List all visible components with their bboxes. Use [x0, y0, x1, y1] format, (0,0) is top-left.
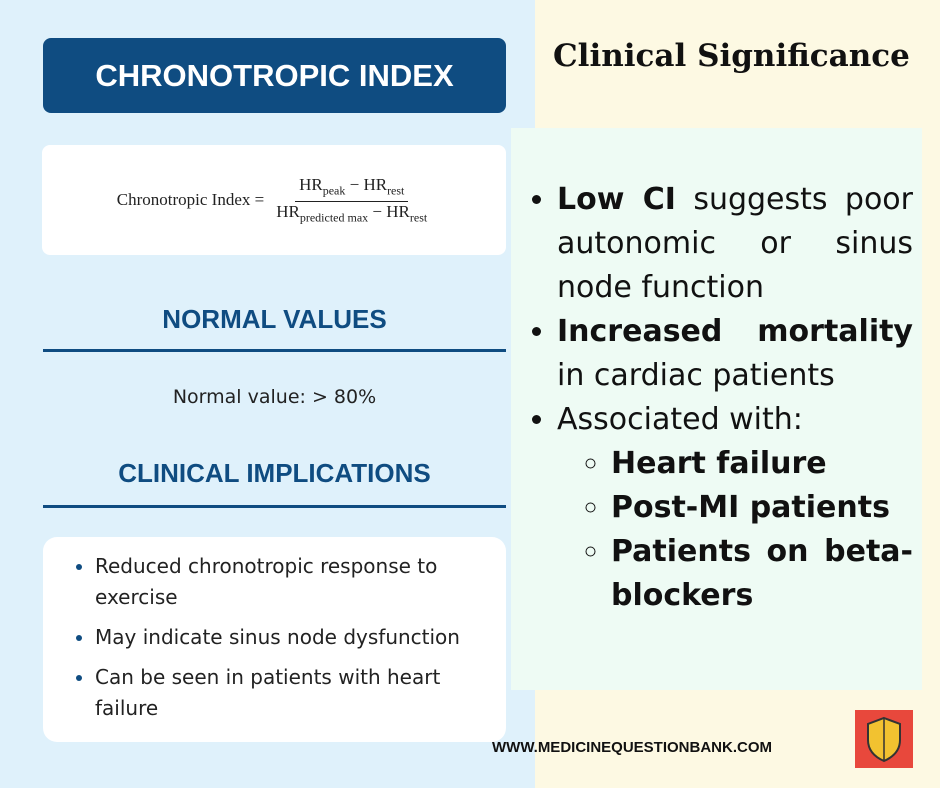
- website: WWW.MEDICINEQUESTIONBANK.COM: [492, 739, 772, 756]
- sub: rest: [387, 183, 405, 197]
- bold: Post-MI patients: [611, 490, 890, 525]
- item: Increased mortality in cardiac patients: [557, 310, 913, 398]
- sub: rest: [409, 210, 428, 225]
- text: suggests poor autonomic or sinus node fu…: [557, 182, 913, 305]
- bold: Patients on beta-blockers: [611, 534, 913, 613]
- item: Can be seen in patients with heart failu…: [95, 662, 465, 724]
- sub-list: Heart failure Post-MI patients Patients …: [557, 442, 913, 618]
- significance-box: Low CI suggests poor autonomic or sinus …: [511, 128, 922, 690]
- text: in cardiac patients: [557, 358, 835, 393]
- term: HR: [276, 202, 300, 221]
- sub: peak: [322, 183, 346, 197]
- item: May indicate sinus node dysfunction: [95, 622, 465, 653]
- title: CHRONOTROPIC INDEX: [43, 38, 506, 113]
- implications-box: Reduced chronotropic response to exercis…: [43, 537, 506, 742]
- fraction: HRpeak − HRrest HRpredicted max − HRrest: [272, 175, 431, 226]
- text: Associated with:: [557, 402, 803, 437]
- side-title: Clinical Significance: [553, 38, 910, 74]
- item: Associated with: Heart failure Post-MI p…: [557, 398, 913, 618]
- formula-lhs: Chronotropic Index: [116, 190, 251, 209]
- sub-item: Heart failure: [611, 442, 913, 486]
- sub-item: Post-MI patients: [611, 486, 913, 530]
- minus: −: [349, 174, 360, 194]
- sub-item: Patients on beta-blockers: [611, 530, 913, 618]
- list: Low CI suggests poor autonomic or sinus …: [511, 178, 913, 618]
- bold: Low CI: [557, 182, 676, 217]
- term: HR: [299, 174, 323, 194]
- section-heading: NORMAL VALUES: [162, 304, 387, 334]
- item: Reduced chronotropic response to exercis…: [95, 551, 465, 613]
- list: Reduced chronotropic response to exercis…: [43, 551, 465, 724]
- sub: predicted max: [299, 210, 369, 225]
- term: HR: [386, 202, 410, 221]
- minus: −: [372, 202, 383, 221]
- formula: Chronotropic Index = HRpeak − HRrest HRp…: [42, 145, 506, 255]
- bold: Heart failure: [611, 446, 827, 481]
- rule: [43, 349, 506, 352]
- bold: Increased mortality: [557, 314, 913, 349]
- shield-icon: [867, 716, 901, 763]
- equals: =: [254, 190, 265, 209]
- item: Low CI suggests poor autonomic or sinus …: [557, 178, 913, 310]
- logo: [855, 710, 913, 768]
- normal-text: Normal value: > 80%: [172, 386, 377, 408]
- section-heading: CLINICAL IMPLICATIONS: [118, 458, 431, 488]
- term: HR: [363, 174, 388, 194]
- rule: [43, 505, 506, 508]
